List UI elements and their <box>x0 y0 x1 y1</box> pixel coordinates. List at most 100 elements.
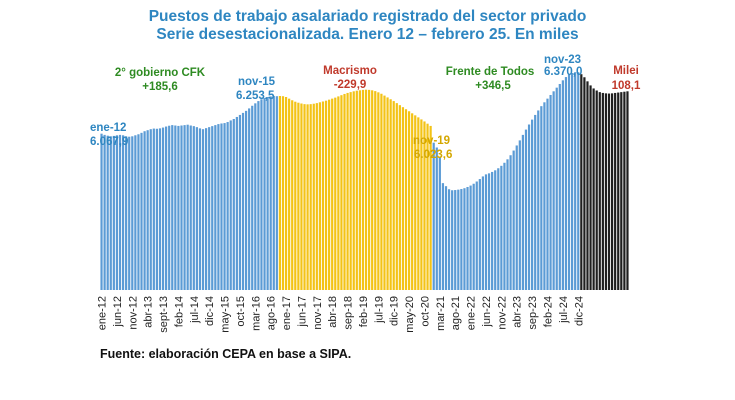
annotations-layer: 2° gobierno CFK +185,6 ene-12 6.067,9 nov-15… <box>90 54 641 161</box>
bar-2-10 <box>463 188 466 290</box>
bar-1-18 <box>334 97 337 291</box>
bar-2-36 <box>543 102 546 290</box>
x-tick-label: oct-20 <box>420 296 432 327</box>
x-tick-label: jul-14 <box>189 296 201 324</box>
x-tick-label: may-20 <box>404 296 416 333</box>
x-tick-label: abr-23 <box>512 296 524 328</box>
bar-0-11 <box>134 135 137 290</box>
bar-0-12 <box>137 134 140 290</box>
bar-1-25 <box>355 90 358 290</box>
chart-title: Puestos de trabajo asalariado registrado… <box>148 8 587 25</box>
bar-1-11 <box>312 103 315 290</box>
bar-2-1 <box>435 147 438 290</box>
bar-2-30 <box>524 129 528 290</box>
x-tick-label: sep-23 <box>527 296 539 330</box>
bar-1-31 <box>374 91 377 290</box>
bar-2-44 <box>567 74 571 291</box>
bar-2-32 <box>531 119 534 290</box>
bar-2-19 <box>491 171 494 290</box>
x-tick-label: abr-13 <box>143 296 155 328</box>
annotation-label: +185,6 <box>142 81 178 93</box>
bar-1-30 <box>371 90 374 290</box>
bar-1-3 <box>288 98 291 290</box>
bar-3-1 <box>583 77 586 291</box>
bar-0-13 <box>140 132 143 290</box>
bar-0-3 <box>109 136 112 290</box>
annotation-label: 2° gobierno CFK <box>115 67 206 79</box>
bar-0-45 <box>238 114 242 291</box>
bar-1-39 <box>398 105 401 290</box>
bar-1-43 <box>411 113 414 290</box>
x-tick-label: ene-17 <box>281 296 293 330</box>
bar-2-31 <box>527 124 531 290</box>
bar-1-36 <box>389 99 392 290</box>
bar-2-42 <box>561 80 564 290</box>
x-tick-label: nov-22 <box>496 296 508 330</box>
bar-0-7 <box>121 135 125 290</box>
x-tick-label: mar-16 <box>250 296 262 331</box>
bar-0-22 <box>168 125 171 290</box>
annotation-label: nov-15 <box>238 76 276 88</box>
bar-0-9 <box>128 136 131 290</box>
annotation-label: Macrismo <box>323 65 377 77</box>
x-tick-label: dic-14 <box>204 296 216 326</box>
bar-1-32 <box>377 92 380 290</box>
x-tick-label: oct-15 <box>235 296 247 327</box>
bar-1-40 <box>401 107 405 290</box>
bar-3-14 <box>623 91 626 290</box>
annotation-label: 6.370,0 <box>544 66 582 78</box>
bar-1-38 <box>395 103 398 291</box>
bar-1-37 <box>392 101 395 290</box>
annotation-label: 6.023,6 <box>414 149 452 161</box>
x-tick-label: jun-22 <box>481 296 493 328</box>
bar-0-10 <box>131 136 134 290</box>
bar-0-28 <box>186 124 189 290</box>
x-tick-label: jul-24 <box>558 296 570 324</box>
bar-0-50 <box>254 103 257 290</box>
bar-1-16 <box>328 99 331 290</box>
x-tick-label: sept-13 <box>158 296 170 333</box>
bar-0-38 <box>217 124 220 290</box>
bar-2-37 <box>546 98 549 290</box>
bar-2-38 <box>549 94 552 290</box>
bar-2-2 <box>438 156 441 290</box>
bar-2-47 <box>577 72 580 291</box>
bar-0-17 <box>152 128 155 290</box>
bar-3-4 <box>592 88 595 291</box>
bar-1-21 <box>343 93 346 291</box>
annotation-label: ene-12 <box>90 122 126 134</box>
bar-2-40 <box>555 87 558 291</box>
bar-1-9 <box>306 104 309 290</box>
bar-2-20 <box>494 170 497 290</box>
x-tick-label: dic-19 <box>389 296 401 326</box>
bar-1-0 <box>278 96 282 290</box>
bar-2-24 <box>506 159 509 290</box>
bar-2-4 <box>444 186 448 290</box>
bar-0-54 <box>266 97 269 290</box>
bar-0-25 <box>177 125 180 290</box>
bar-0-33 <box>201 129 205 290</box>
bar-1-7 <box>300 103 303 290</box>
annotation-label: 6.253,5 <box>236 90 275 102</box>
bar-1-4 <box>291 100 294 291</box>
bar-2-3 <box>441 183 445 291</box>
bar-2-29 <box>521 134 524 290</box>
x-tick-label: ago-16 <box>266 296 278 330</box>
bar-0-48 <box>248 108 251 290</box>
bar-0-23 <box>171 125 174 290</box>
bar-0-26 <box>180 125 183 290</box>
x-tick-label: nov-17 <box>312 296 324 330</box>
bar-0-40 <box>223 123 226 290</box>
x-tick-label: ago-21 <box>450 296 462 330</box>
bar-2-18 <box>487 173 491 290</box>
bar-2-23 <box>503 162 506 290</box>
bar-0-6 <box>118 134 122 290</box>
bar-2-46 <box>574 72 577 291</box>
bar-2-13 <box>472 183 475 290</box>
bar-1-14 <box>321 101 325 291</box>
bar-0-32 <box>198 128 202 290</box>
bar-0-43 <box>232 119 235 290</box>
bar-2-6 <box>451 190 454 290</box>
bar-0-52 <box>260 99 263 290</box>
